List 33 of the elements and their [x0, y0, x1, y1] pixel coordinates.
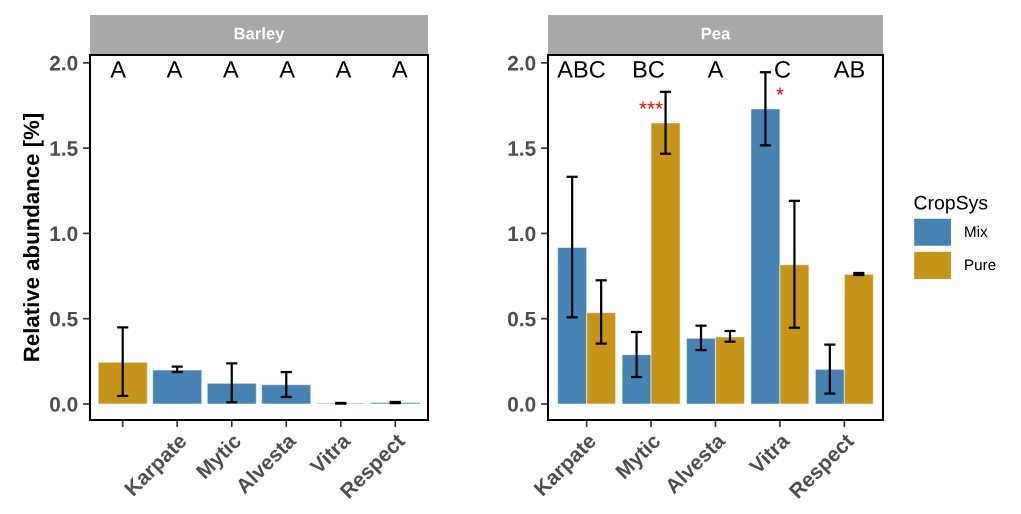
bar [261, 384, 312, 405]
annotation: ABC [557, 61, 605, 78]
annotation: A [707, 61, 724, 78]
chart-title: Pea [701, 27, 731, 40]
y-tick-label: 0.5 [50, 311, 78, 327]
chart-title: Barley [234, 27, 285, 43]
y-tick-label: 2.0 [507, 55, 536, 71]
y-tick-label: 1.0 [50, 226, 78, 242]
legend-title: CropSys [914, 195, 988, 214]
bar [152, 369, 203, 405]
y-tick-label: 1.0 [508, 226, 536, 242]
annotation: AB [833, 61, 864, 78]
annotation: A [166, 61, 183, 78]
y-tick-label: 2.0 [49, 55, 78, 71]
y-tick-label: 1.5 [50, 141, 78, 156]
legend-label: Pure [965, 259, 996, 271]
annotation: A [279, 61, 295, 78]
annotation: * [776, 87, 784, 95]
bar [97, 362, 148, 405]
annotation: A [392, 61, 408, 78]
annotation: A [223, 61, 239, 78]
bar [206, 383, 257, 405]
annotation: A [110, 61, 126, 78]
legend-label: Mix [965, 225, 988, 237]
y-tick-label: 0.0 [50, 396, 78, 412]
annotation: A [335, 61, 352, 78]
y-tick-label: 0.0 [508, 396, 536, 412]
annotation: BC [634, 61, 664, 78]
annotation: *** [639, 101, 663, 109]
y-tick-label: 0.5 [508, 311, 536, 327]
y-axis-title: Relative abundance [%] [22, 114, 44, 361]
annotation: C [775, 61, 791, 78]
y-tick-label: 1.5 [508, 141, 536, 156]
